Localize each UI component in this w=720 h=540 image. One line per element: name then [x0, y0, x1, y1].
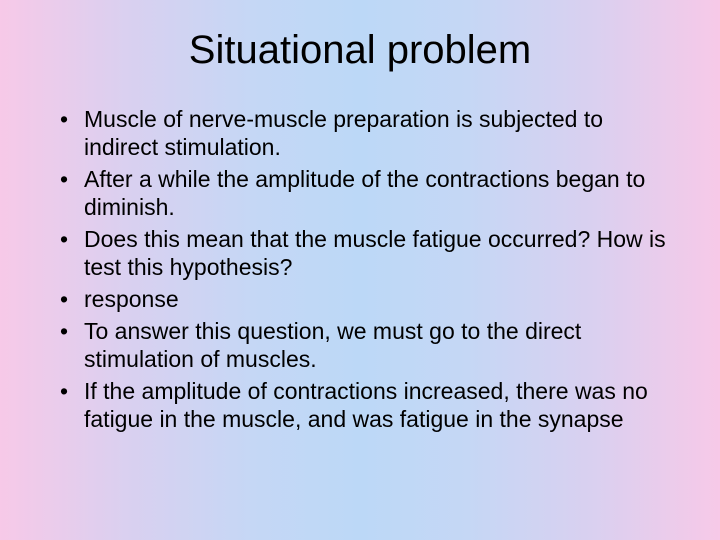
list-item: Muscle of nerve-muscle preparation is su… — [60, 105, 672, 161]
list-item: response — [60, 285, 672, 313]
slide-title: Situational problem — [48, 28, 672, 73]
list-item: If the amplitude of contractions increas… — [60, 377, 672, 433]
list-item: To answer this question, we must go to t… — [60, 317, 672, 373]
list-item: Does this mean that the muscle fatigue o… — [60, 225, 672, 281]
list-item: After a while the amplitude of the contr… — [60, 165, 672, 221]
slide: Situational problem Muscle of nerve-musc… — [0, 0, 720, 540]
bullet-list: Muscle of nerve-muscle preparation is su… — [48, 105, 672, 434]
